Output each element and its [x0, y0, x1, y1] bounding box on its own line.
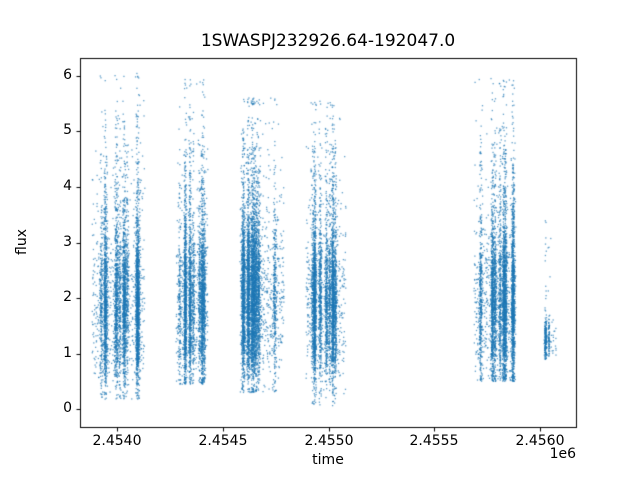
y-tick-label: 4	[63, 178, 72, 194]
x-axis-offset-label: 1e6	[549, 446, 576, 462]
y-tick-label: 1	[63, 345, 72, 361]
x-axis-label: time	[312, 452, 344, 468]
x-tick-label: 2.4550	[304, 433, 354, 449]
x-tick-label: 2.4555	[409, 433, 459, 449]
y-tick-label: 0	[63, 400, 72, 416]
chart-title: 1SWASPJ232926.64-192047.0	[200, 31, 456, 51]
y-tick-label: 5	[63, 122, 72, 138]
y-tick-label: 3	[63, 234, 72, 250]
x-tick-label: 2.4540	[92, 433, 142, 449]
x-tick-label: 2.4545	[198, 433, 248, 449]
x-tick-label: 2.4560	[515, 433, 565, 449]
y-axis-label: flux	[14, 229, 30, 255]
y-tick-label: 2	[63, 289, 72, 305]
y-tick-label: 6	[63, 67, 72, 83]
